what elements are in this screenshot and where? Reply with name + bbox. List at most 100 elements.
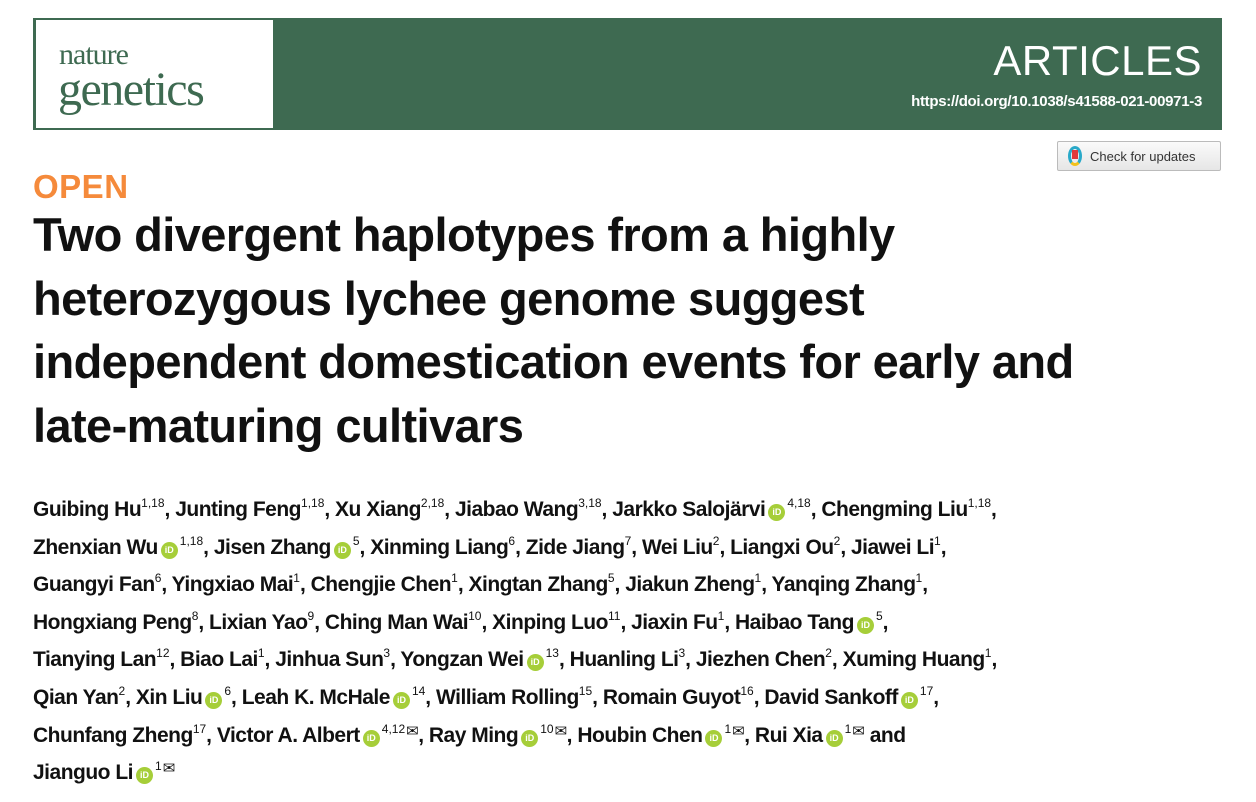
author-name[interactable]: Guangyi Fan	[33, 573, 155, 597]
affiliation-number[interactable]: 9	[307, 608, 315, 623]
affiliation-number[interactable]: 1	[724, 721, 732, 736]
affiliation-number[interactable]: 10	[468, 608, 482, 623]
author-name[interactable]: Wei Liu	[641, 535, 713, 559]
orcid-icon[interactable]: iD	[705, 729, 723, 747]
affiliation-number[interactable]: 6	[508, 533, 516, 548]
affiliation-number[interactable]: 13	[545, 646, 559, 661]
orcid-icon[interactable]: iD	[521, 729, 539, 747]
affiliation-number[interactable]: 1	[915, 571, 923, 586]
author-name[interactable]: Xu Xiang	[335, 498, 421, 521]
author-name[interactable]: William Rolling	[435, 685, 579, 709]
affiliation-number[interactable]: 3	[678, 646, 686, 661]
author-name[interactable]: Lixian Yao	[209, 610, 308, 634]
affiliation-number[interactable]: 17	[192, 721, 207, 736]
author-name[interactable]: Jiabao Wang	[454, 498, 579, 521]
author-name[interactable]: Romain Guyot	[602, 685, 741, 709]
author-name[interactable]: Zide Jiang	[525, 535, 625, 559]
orcid-icon[interactable]: iD	[392, 691, 410, 709]
author-name[interactable]: Jiawei Li	[850, 535, 935, 559]
affiliation-number[interactable]: 10	[540, 721, 554, 736]
affiliation-number[interactable]: 1	[257, 646, 265, 661]
author-name[interactable]: Jarkko Salojärvi	[612, 498, 766, 521]
orcid-icon[interactable]: iD	[160, 541, 178, 559]
affiliation-number[interactable]: 3,18	[578, 496, 602, 510]
author-name[interactable]: Hongxiang Peng	[33, 610, 192, 634]
author-name[interactable]: Xinming Liang	[370, 535, 509, 559]
affiliation-number[interactable]: 2	[825, 646, 832, 661]
author-name[interactable]: Yongzan Wei	[400, 648, 524, 672]
author-name[interactable]: Tianying Lan	[33, 648, 157, 672]
affiliation-number[interactable]: 11	[607, 608, 621, 623]
author-name[interactable]: Huanling Li	[569, 648, 679, 672]
affiliation-number[interactable]: 1,18	[179, 533, 204, 548]
author-name[interactable]: Jisen Zhang	[213, 535, 332, 559]
affiliation-number[interactable]: 8	[191, 608, 199, 623]
author-name[interactable]: Chengjie Chen	[310, 573, 452, 597]
affiliation-number[interactable]: 4,12	[381, 721, 406, 736]
affiliation-number[interactable]: 1,18	[967, 496, 992, 510]
affiliation-number[interactable]: 5	[875, 608, 883, 623]
author-name[interactable]: Rui Xia	[754, 723, 823, 747]
affiliation-number[interactable]: 1	[844, 721, 852, 736]
author-name[interactable]: Yanqing Zhang	[771, 573, 917, 597]
affiliation-number[interactable]: 1	[934, 533, 941, 548]
orcid-icon[interactable]: iD	[900, 691, 918, 709]
author-name[interactable]: Liangxi Ou	[730, 535, 834, 559]
affiliation-number[interactable]: 17	[919, 683, 934, 698]
author-name[interactable]: David Sankoff	[764, 685, 898, 709]
author-name[interactable]: Yingxiao Mai	[171, 573, 294, 597]
author-name[interactable]: Victor A. Albert	[216, 723, 360, 747]
affiliation-number[interactable]: 5	[352, 533, 360, 548]
orcid-icon[interactable]: iD	[856, 616, 874, 634]
author-name[interactable]: Ching Man Wai	[324, 610, 469, 634]
orcid-icon[interactable]: iD	[526, 654, 544, 672]
author-name[interactable]: Ray Ming	[428, 723, 519, 747]
author-name[interactable]: Chunfang Zheng	[33, 723, 193, 747]
affiliation-number[interactable]: 12	[156, 646, 170, 661]
author-name[interactable]: Zhenxian Wu	[33, 535, 158, 559]
journal-logo[interactable]: nature genetics	[36, 20, 273, 128]
affiliation-number[interactable]: 6	[224, 683, 232, 698]
affiliation-number[interactable]: 1	[451, 571, 458, 586]
affiliation-number[interactable]: 14	[411, 683, 426, 698]
affiliation-number[interactable]: 1,18	[301, 496, 325, 510]
author-name[interactable]: Xinping Luo	[492, 610, 608, 634]
affiliation-number[interactable]: 1	[754, 571, 762, 586]
author-name[interactable]: Guibing Hu	[33, 498, 142, 521]
affiliation-number[interactable]: 16	[740, 683, 754, 698]
affiliation-number[interactable]: 3	[383, 646, 391, 661]
affiliation-number[interactable]: 2	[833, 533, 841, 548]
orcid-icon[interactable]: iD	[205, 691, 223, 709]
orcid-icon[interactable]: iD	[136, 767, 153, 785]
affiliation-number[interactable]: 2	[118, 683, 126, 698]
orcid-icon[interactable]: iD	[333, 541, 351, 559]
affiliation-number[interactable]: 15	[578, 683, 593, 698]
affiliation-number[interactable]: 1,18	[141, 496, 165, 510]
author-name[interactable]: Jinhua Sun	[275, 648, 384, 672]
orcid-icon[interactable]: iD	[768, 504, 786, 521]
orcid-icon[interactable]: iD	[825, 729, 843, 747]
author-name[interactable]: Biao Lai	[180, 648, 258, 672]
author-name[interactable]: Xingtan Zhang	[468, 573, 609, 597]
affiliation-number[interactable]: 1	[155, 759, 162, 774]
affiliation-number[interactable]: 1	[717, 608, 725, 623]
author-name[interactable]: Xin Liu	[135, 685, 203, 709]
affiliation-number[interactable]: 4,18	[787, 496, 811, 510]
author-name[interactable]: Junting Feng	[175, 498, 302, 521]
affiliation-number[interactable]: 1	[984, 646, 992, 661]
author-name[interactable]: Jiezhen Chen	[695, 648, 826, 672]
affiliation-number[interactable]: 6	[154, 571, 162, 586]
doi-link[interactable]: https://doi.org/10.1038/s41588-021-00971…	[911, 93, 1202, 110]
author-name[interactable]: Qian Yan	[33, 685, 119, 709]
author-name[interactable]: Haibao Tang	[735, 610, 854, 634]
author-name[interactable]: Xuming Huang	[842, 648, 986, 672]
affiliation-number[interactable]: 2,18	[420, 496, 445, 510]
author-name[interactable]: Jiakun Zheng	[625, 573, 755, 597]
affiliation-number[interactable]: 5	[607, 571, 615, 586]
author-name[interactable]: Houbin Chen	[577, 723, 703, 747]
author-name[interactable]: Chengming Liu	[821, 498, 968, 521]
affiliation-number[interactable]: 1	[293, 571, 300, 586]
orcid-icon[interactable]: iD	[362, 729, 380, 747]
check-for-updates-button[interactable]: Check for updates	[1057, 141, 1221, 171]
author-name[interactable]: Leah K. McHale	[241, 685, 391, 709]
